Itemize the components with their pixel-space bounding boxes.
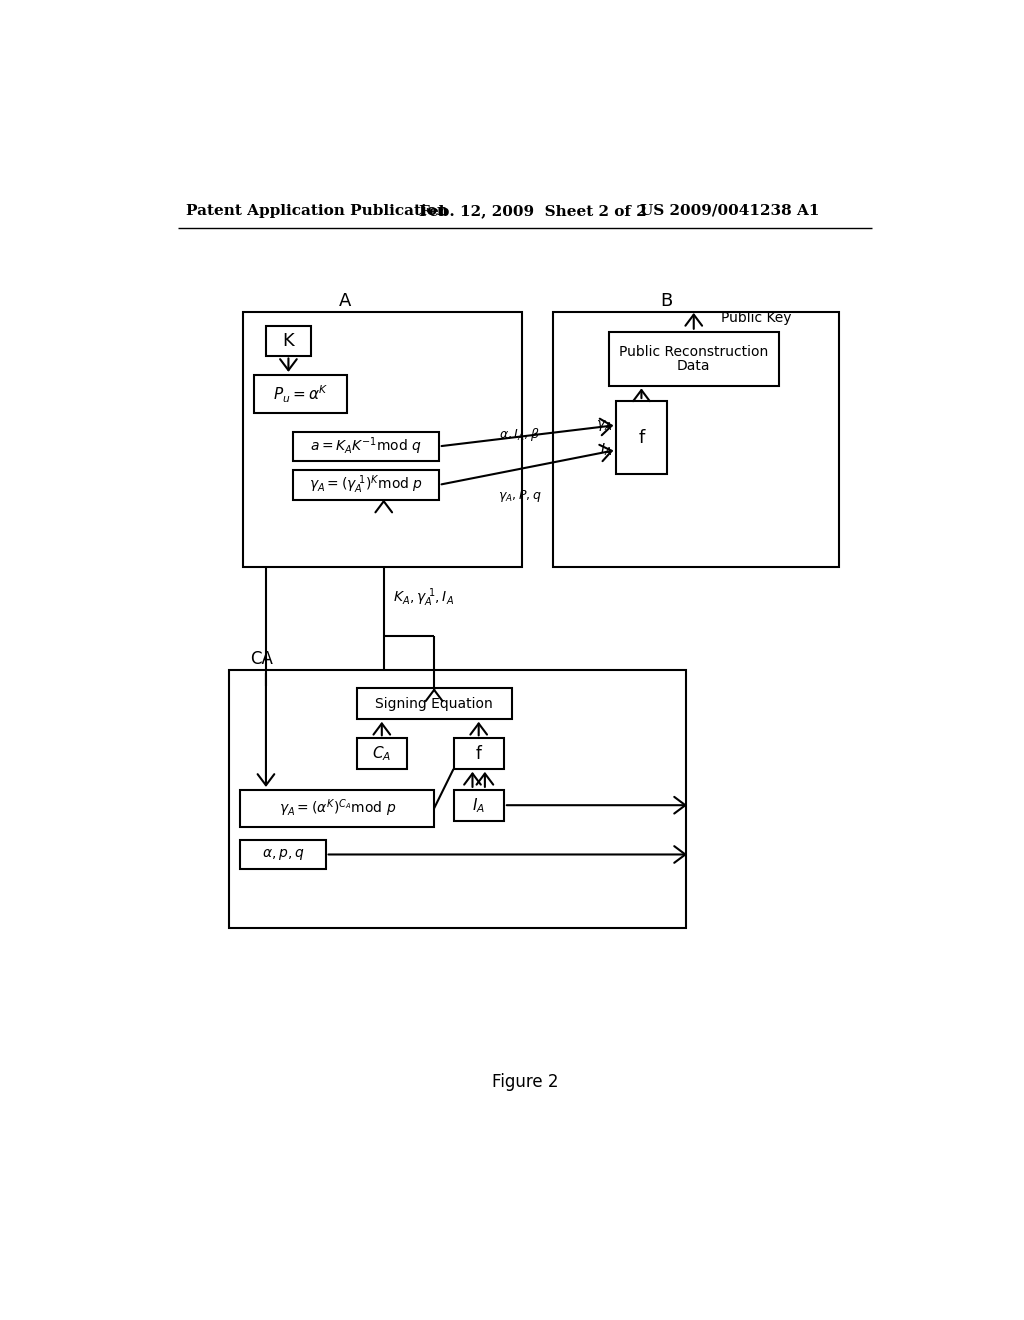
Text: $P_u = \alpha^K$: $P_u = \alpha^K$: [273, 383, 329, 405]
Text: $\gamma_A = (\alpha^K)^{C_A}\mathrm{mod}\ p$: $\gamma_A = (\alpha^K)^{C_A}\mathrm{mod}…: [279, 797, 396, 820]
Bar: [241, 789, 434, 826]
Text: Public Key: Public Key: [721, 310, 792, 325]
Bar: [616, 401, 667, 474]
Bar: [228, 671, 686, 928]
Text: B: B: [660, 292, 673, 310]
Text: f: f: [476, 744, 481, 763]
Bar: [243, 313, 521, 566]
Text: $C_A$: $C_A$: [372, 744, 391, 763]
Text: f: f: [638, 429, 644, 446]
Bar: [241, 840, 326, 869]
Text: Patent Application Publication: Patent Application Publication: [186, 203, 449, 218]
Bar: [356, 688, 512, 719]
Bar: [454, 789, 504, 821]
Bar: [293, 470, 438, 499]
Bar: [254, 375, 347, 413]
Text: US 2009/0041238 A1: US 2009/0041238 A1: [640, 203, 819, 218]
Bar: [608, 331, 779, 385]
Text: Signing Equation: Signing Equation: [375, 697, 493, 710]
Text: $\alpha, I_A, \beta$: $\alpha, I_A, \beta$: [500, 426, 540, 444]
Text: $I_A$: $I_A$: [600, 442, 612, 458]
Bar: [293, 432, 438, 461]
Bar: [356, 738, 407, 770]
Text: Public Reconstruction: Public Reconstruction: [620, 346, 768, 359]
Text: $\gamma_A, P, q$: $\gamma_A, P, q$: [498, 488, 542, 504]
Text: $\gamma_A$: $\gamma_A$: [596, 417, 612, 433]
Bar: [553, 313, 840, 566]
Text: Data: Data: [677, 359, 711, 374]
Text: $\gamma_A = (\gamma_A^{\ 1})^K\mathrm{mod}\ p$: $\gamma_A = (\gamma_A^{\ 1})^K\mathrm{mo…: [309, 474, 423, 496]
Bar: [266, 326, 311, 355]
Text: K: K: [283, 331, 294, 350]
Text: $\alpha, p, q$: $\alpha, p, q$: [262, 847, 304, 862]
Text: $a = K_AK^{-1}\mathrm{mod}\ q$: $a = K_AK^{-1}\mathrm{mod}\ q$: [310, 436, 422, 457]
Bar: [454, 738, 504, 770]
Text: Figure 2: Figure 2: [492, 1073, 558, 1092]
Text: CA: CA: [251, 649, 273, 668]
Text: A: A: [339, 292, 351, 310]
Text: Feb. 12, 2009  Sheet 2 of 2: Feb. 12, 2009 Sheet 2 of 2: [419, 203, 646, 218]
Text: $K_A, \gamma_A^{\ 1}, I_A$: $K_A, \gamma_A^{\ 1}, I_A$: [393, 586, 454, 609]
Text: $I_A$: $I_A$: [472, 796, 485, 814]
